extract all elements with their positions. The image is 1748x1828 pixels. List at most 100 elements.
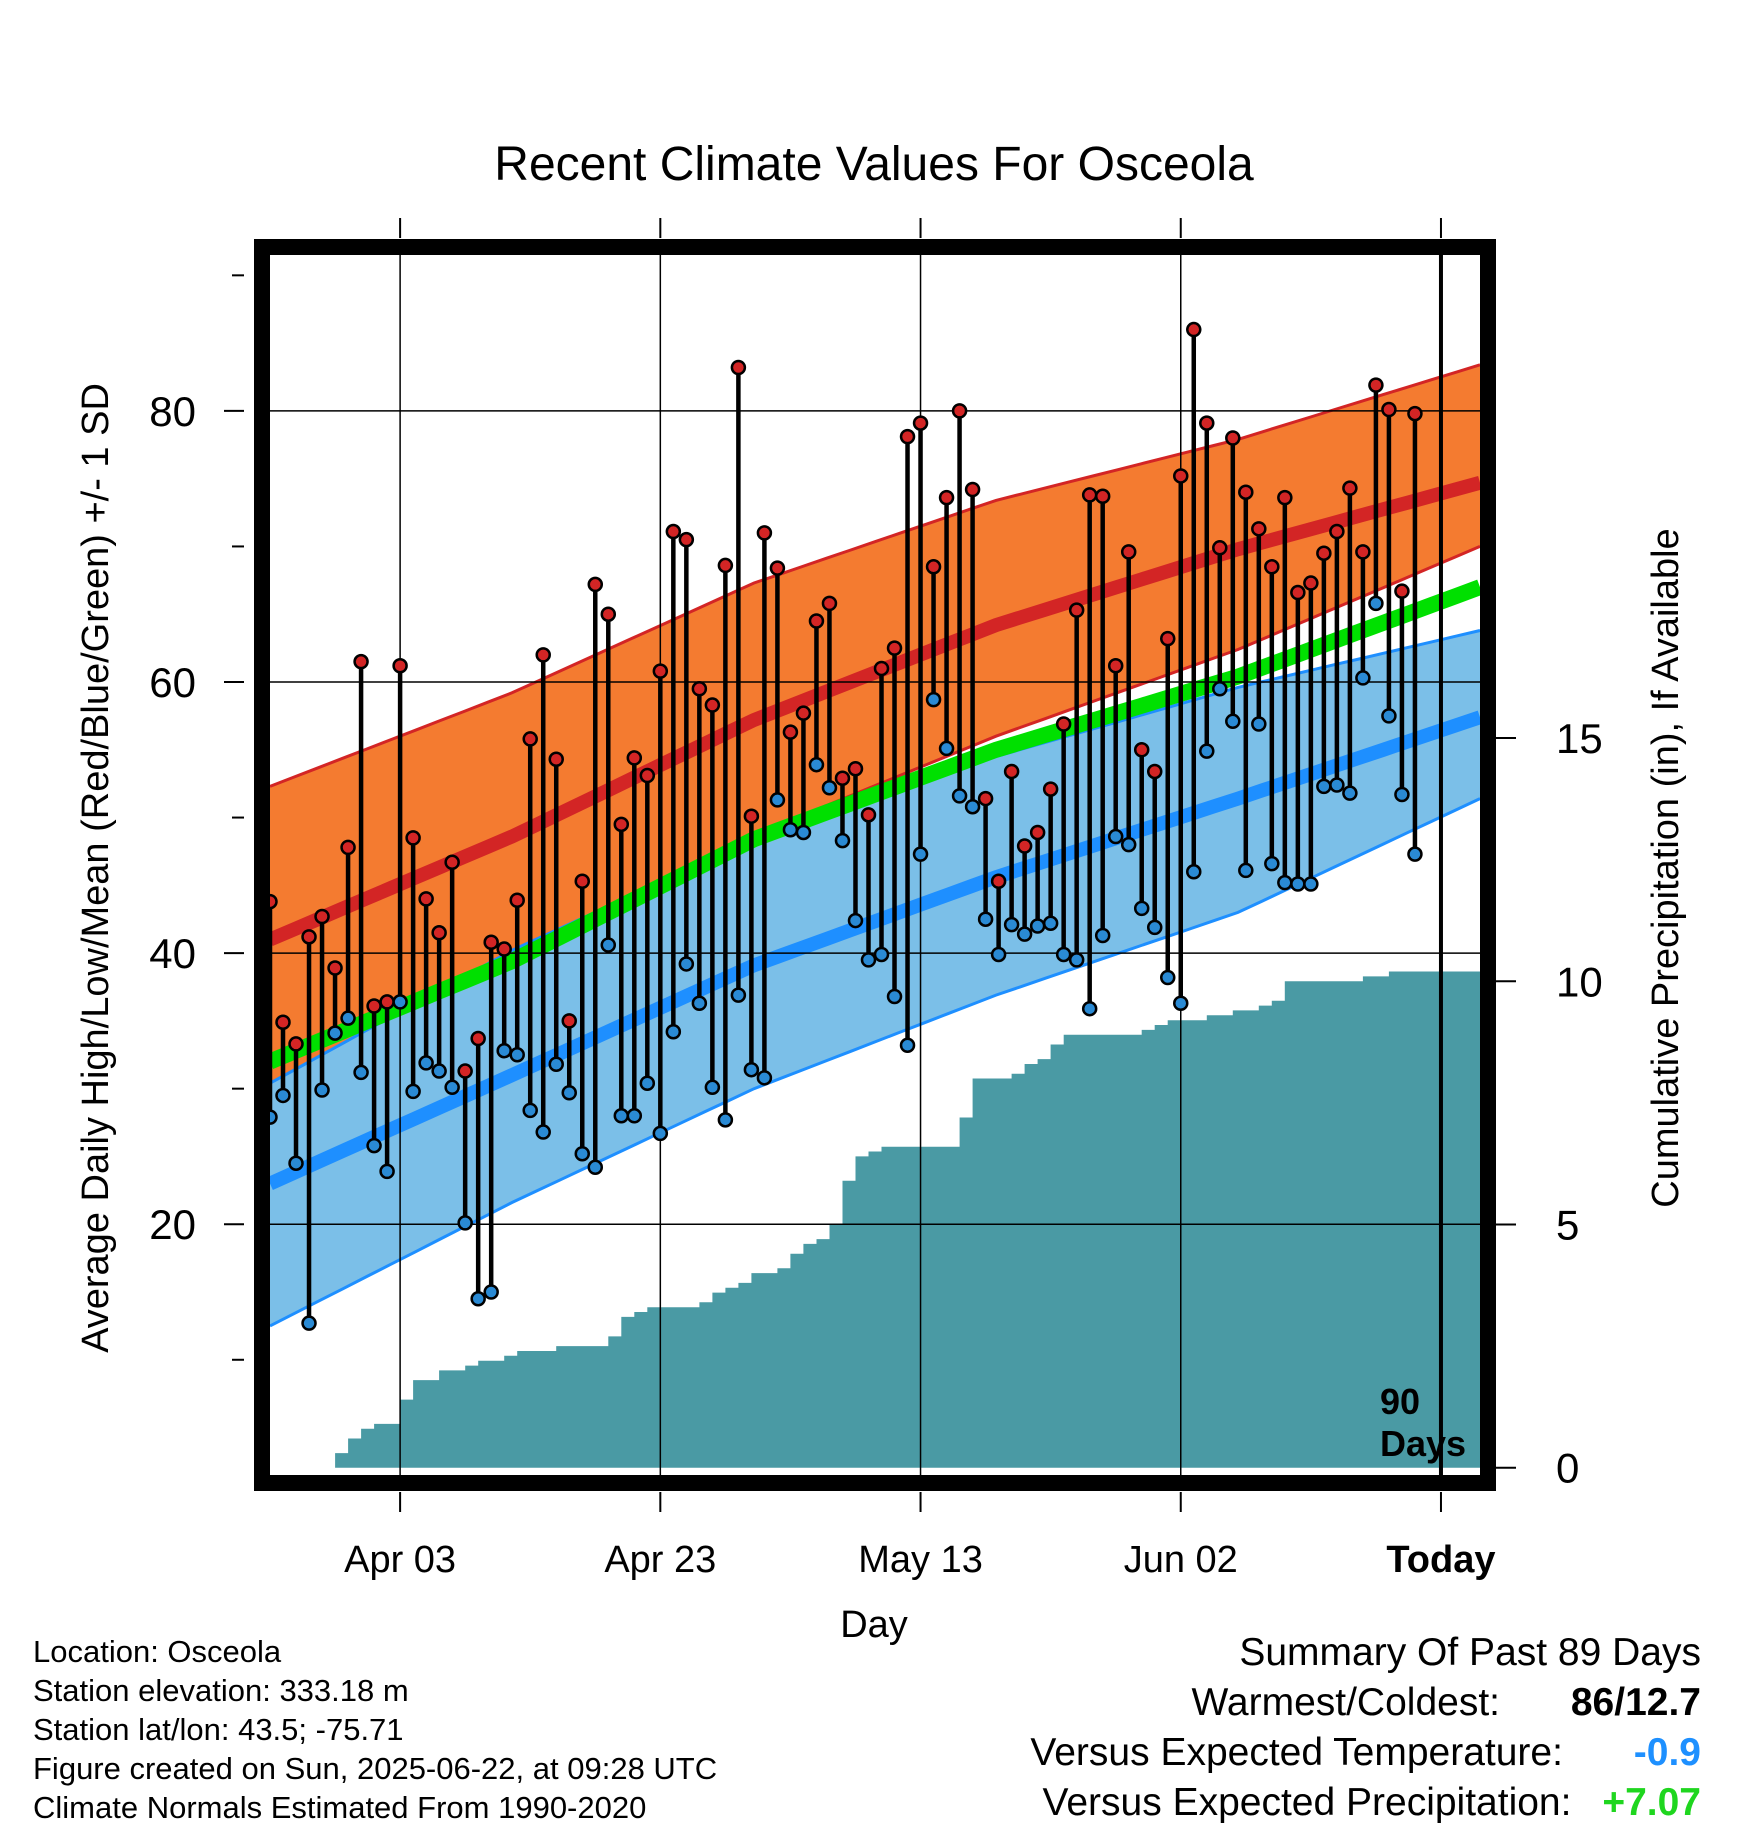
daily-high-point [353, 653, 369, 670]
daily-high-point [730, 359, 747, 376]
daily-low-point [275, 1087, 291, 1104]
daily-low-point [444, 1079, 460, 1096]
daily-high-point [1225, 430, 1241, 446]
left-tick-label: 80 [149, 388, 196, 435]
daily-low-point [756, 1070, 773, 1086]
daily-low-point [1394, 786, 1410, 803]
daily-high-point [1290, 584, 1306, 601]
daily-low-point [1199, 743, 1215, 759]
daily-low-point [938, 740, 955, 757]
daily-low-point [1003, 916, 1020, 933]
daily-high-point [1251, 521, 1267, 537]
daily-low-point [821, 779, 838, 796]
daily-high-point [1264, 559, 1280, 575]
elevation-text: Station elevation: 333.18 m [33, 1673, 409, 1708]
left-tick-label: 60 [149, 659, 196, 706]
summary-precip-row: Versus Expected Precipitation: +7.07 [1030, 1778, 1702, 1828]
daily-low-point [743, 1061, 760, 1078]
daily-high-point [496, 941, 512, 957]
daily-low-point [717, 1112, 734, 1128]
summary-temp-value: -0.9 [1633, 1731, 1701, 1774]
daily-low-point [418, 1055, 434, 1071]
daily-high-point [483, 934, 499, 951]
normals-text: Climate Normals Estimated From 1990-2020 [33, 1790, 647, 1825]
daily-low-point [301, 1315, 317, 1331]
daily-low-point [1081, 1000, 1098, 1017]
axes: 20 40 60 80 0 5 10 15 Apr 03 Apr 23 May 13 Jun 02 To… [149, 218, 1603, 1581]
daily-low-point [782, 822, 799, 838]
daily-low-point [652, 1125, 669, 1142]
daily-high-point [912, 415, 929, 431]
daily-high-point [821, 595, 838, 612]
daily-high-point [405, 830, 421, 846]
summary-heading: Summary Of Past 89 Days [1239, 1631, 1701, 1674]
x-tick-label: Today [1386, 1539, 1495, 1581]
daily-low-point [561, 1084, 577, 1101]
daily-high-point [769, 560, 786, 576]
daily-high-point [444, 854, 460, 871]
daily-high-point [1003, 763, 1020, 780]
daily-low-point [483, 1284, 499, 1300]
period-label-number: 90 [1380, 1381, 1420, 1422]
daily-low-point [1212, 681, 1228, 697]
summary-warm-value: 86 [1570, 1681, 1615, 1724]
daily-low-point [535, 1124, 551, 1140]
summary-temp-label: Versus Expected Temperature: [1030, 1731, 1563, 1774]
daily-high-point [613, 816, 630, 833]
daily-high-point [691, 681, 708, 697]
daily-low-point [1120, 836, 1137, 853]
daily-low-point [691, 995, 708, 1012]
daily-high-point [418, 891, 434, 907]
daily-low-point [1042, 915, 1059, 932]
daily-high-point [1055, 716, 1072, 732]
daily-low-point [1316, 778, 1332, 795]
daily-high-point [1133, 742, 1150, 758]
summary-temp-row: Versus Expected Temperature: -0.9 [1030, 1728, 1701, 1778]
daily-low-point [730, 987, 747, 1003]
daily-low-point [1146, 919, 1163, 936]
daily-high-point [366, 998, 382, 1014]
right-tick-label: 15 [1556, 715, 1603, 762]
daily-low-point [366, 1137, 382, 1154]
daily-high-point [808, 613, 825, 629]
daily-high-point [1368, 377, 1384, 393]
daily-low-point [327, 1025, 343, 1041]
daily-high-point [1146, 763, 1163, 780]
daily-high-point [743, 808, 760, 824]
daily-low-point [808, 756, 825, 773]
daily-high-point [782, 724, 799, 740]
normal-mean-line [270, 579, 1480, 1069]
daily-high-point [639, 767, 656, 784]
x-tick-label: Jun 02 [1124, 1539, 1238, 1581]
summary-panel: Summary Of Past 89 Days Warmest/Coldest:… [1030, 1628, 1701, 1828]
summary-warm-cold-value: 86/12.7 [1570, 1681, 1701, 1724]
daily-low-point [1251, 716, 1267, 732]
daily-low-point [340, 1010, 356, 1026]
daily-high-point [717, 557, 734, 574]
daily-high-point [1120, 544, 1137, 560]
y-axis-label-left: Average Daily High/Low/Mean (Red/Blue/Gr… [75, 383, 117, 1353]
daily-low-point [1290, 876, 1306, 892]
right-tick-label: 5 [1556, 1201, 1579, 1248]
daily-high-point [392, 657, 408, 674]
daily-high-point [1186, 321, 1202, 338]
daily-high-point [314, 908, 330, 925]
precipitation-area [270, 971, 1480, 1468]
daily-low-point [457, 1215, 473, 1231]
daily-high-point [886, 640, 903, 656]
daily-low-point [951, 788, 968, 804]
daily-high-point [756, 525, 773, 541]
daily-high-point [470, 1030, 486, 1047]
daily-low-point [847, 912, 864, 929]
daily-low-point [1238, 862, 1254, 879]
daily-low-point [392, 994, 408, 1010]
y-axis-label-right: Cumulative Precipitation (in), If Availa… [1645, 528, 1687, 1207]
x-tick-label: Apr 23 [604, 1539, 716, 1581]
daily-high-point [665, 523, 682, 540]
daily-high-point [587, 576, 604, 593]
daily-high-point [1342, 480, 1358, 496]
daily-low-point [834, 832, 851, 849]
daily-low-point [613, 1108, 630, 1124]
daily-high-point [561, 1013, 577, 1029]
daily-low-point [522, 1102, 538, 1119]
